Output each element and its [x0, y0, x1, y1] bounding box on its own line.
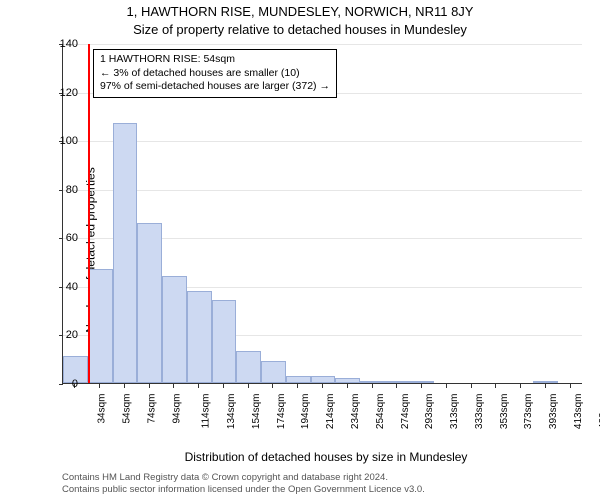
x-tick-label: 393sqm — [548, 394, 559, 430]
y-tick-label: 120 — [44, 87, 78, 99]
x-tick-label: 134sqm — [226, 394, 237, 430]
gridline — [63, 141, 582, 142]
x-tick-mark — [223, 384, 224, 388]
histogram-bar — [212, 300, 237, 383]
histogram-bar — [88, 269, 113, 383]
gridline — [63, 44, 582, 45]
y-tick-label: 100 — [44, 135, 78, 147]
x-tick-label: 214sqm — [325, 394, 336, 430]
histogram-bar — [385, 381, 410, 383]
histogram-bar — [360, 381, 385, 383]
x-tick-label: 194sqm — [301, 394, 312, 430]
x-tick-label: 293sqm — [424, 394, 435, 430]
x-tick-label: 353sqm — [499, 394, 510, 430]
footer-line-2: Contains public sector information licen… — [62, 484, 590, 496]
x-tick-label: 373sqm — [523, 394, 534, 430]
x-tick-mark — [99, 384, 100, 388]
x-tick-label: 254sqm — [375, 394, 386, 430]
x-tick-mark — [272, 384, 273, 388]
y-tick-label: 80 — [44, 184, 78, 196]
x-tick-mark — [173, 384, 174, 388]
x-tick-label: 174sqm — [276, 394, 287, 430]
x-tick-label: 413sqm — [573, 394, 584, 430]
y-tick-label: 40 — [44, 281, 78, 293]
annotation-line-1: 1 HAWTHORN RISE: 54sqm — [100, 53, 330, 67]
x-tick-label: 274sqm — [400, 394, 411, 430]
x-tick-label: 154sqm — [251, 394, 262, 430]
gridline — [63, 190, 582, 191]
x-tick-mark — [149, 384, 150, 388]
chart-container: 1, HAWTHORN RISE, MUNDESLEY, NORWICH, NR… — [0, 0, 600, 500]
x-tick-mark — [545, 384, 546, 388]
x-tick-mark — [446, 384, 447, 388]
chart-title-sub: Size of property relative to detached ho… — [0, 22, 600, 37]
x-tick-label: 34sqm — [97, 394, 108, 424]
x-tick-mark — [372, 384, 373, 388]
x-tick-mark — [322, 384, 323, 388]
chart-footer: Contains HM Land Registry data © Crown c… — [62, 472, 590, 496]
x-tick-label: 74sqm — [146, 394, 157, 424]
x-tick-label: 114sqm — [201, 394, 212, 429]
histogram-bar — [410, 381, 435, 383]
histogram-bar — [162, 276, 187, 383]
histogram-bar — [261, 361, 286, 383]
x-tick-mark — [248, 384, 249, 388]
histogram-bar — [236, 351, 261, 383]
x-tick-mark — [570, 384, 571, 388]
y-tick-label: 140 — [44, 38, 78, 50]
x-tick-label: 54sqm — [122, 394, 133, 424]
y-tick-label: 60 — [44, 232, 78, 244]
y-tick-label: 0 — [44, 378, 78, 390]
histogram-bar — [137, 223, 162, 383]
x-tick-mark — [471, 384, 472, 388]
x-tick-label: 333sqm — [474, 394, 485, 430]
x-tick-mark — [347, 384, 348, 388]
annotation-box: 1 HAWTHORN RISE: 54sqm← 3% of detached h… — [93, 49, 337, 98]
x-tick-mark — [495, 384, 496, 388]
histogram-bar — [533, 381, 558, 383]
histogram-bar — [286, 376, 311, 383]
x-tick-mark — [297, 384, 298, 388]
x-tick-label: 94sqm — [171, 394, 182, 424]
y-tick-label: 20 — [44, 329, 78, 341]
x-axis-label: Distribution of detached houses by size … — [62, 450, 590, 464]
marker-line — [88, 44, 90, 383]
histogram-bar — [335, 378, 360, 383]
chart-title-main: 1, HAWTHORN RISE, MUNDESLEY, NORWICH, NR… — [0, 4, 600, 19]
annotation-line-3: 97% of semi-detached houses are larger (… — [100, 80, 330, 94]
plot-area: 1 HAWTHORN RISE: 54sqm← 3% of detached h… — [62, 44, 582, 384]
x-tick-label: 313sqm — [449, 394, 460, 430]
histogram-bar — [113, 123, 138, 383]
histogram-bar — [311, 376, 336, 383]
x-tick-mark — [396, 384, 397, 388]
x-tick-mark — [124, 384, 125, 388]
x-tick-mark — [198, 384, 199, 388]
x-ticks: 34sqm 54sqm 74sqm 94sqm 114sqm 134sqm 154sqm 17… — [62, 384, 582, 440]
x-tick-mark — [421, 384, 422, 388]
footer-line-1: Contains HM Land Registry data © Crown c… — [62, 472, 590, 484]
x-tick-label: 234sqm — [350, 394, 361, 430]
x-tick-mark — [520, 384, 521, 388]
annotation-line-2: ← 3% of detached houses are smaller (10) — [100, 67, 330, 81]
histogram-bar — [187, 291, 212, 383]
